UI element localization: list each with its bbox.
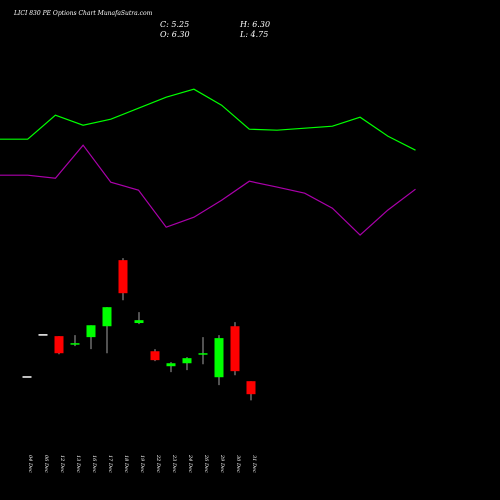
candle-body [54,336,64,354]
candle-body [38,334,48,336]
candle-body [230,326,240,372]
candle-body [102,307,112,327]
x-tick-label: 26 Dec [203,454,209,473]
x-tick-label: 29 Dec [219,454,225,473]
candle-body [182,358,192,364]
candle-body [246,381,256,395]
candle-body [150,351,160,361]
close-label: C: 5.25 [160,20,189,29]
x-tick-label: 18 Dec [123,455,129,473]
x-tick-label: 17 Dec [107,455,113,473]
x-tick-label: 23 Dec [171,454,177,473]
candle-body [70,343,80,345]
indicator-line [0,88,416,151]
candle-body [118,260,128,294]
x-tick-label: 31 Dec [251,455,257,473]
x-tick-label: 06 Dec [43,455,49,473]
x-tick-label: 22 Dec [155,454,161,473]
x-tick-label: 24 Dec [187,454,193,473]
indicator-line [0,144,416,236]
candle-body [86,325,96,338]
candle-body [214,338,224,378]
candle-body [166,363,176,367]
candle-body [198,353,208,355]
low-label: L: 4.75 [239,30,268,39]
x-tick-label: 19 Dec [139,455,145,473]
x-tick-label: 12 Dec [59,455,65,473]
x-tick-label: 13 Dec [75,455,81,473]
x-tick-label: 04 Dec [27,455,33,473]
open-label: O: 6.30 [160,30,190,39]
high-label: H: 6.30 [239,20,270,29]
candle-body [22,376,32,378]
candle-body [134,320,144,324]
x-tick-label: 30 Dec [235,455,241,473]
chart-title: LICI 830 PE Options Chart MunafaSutra.co… [13,10,153,17]
x-tick-label: 16 Dec [91,455,97,473]
